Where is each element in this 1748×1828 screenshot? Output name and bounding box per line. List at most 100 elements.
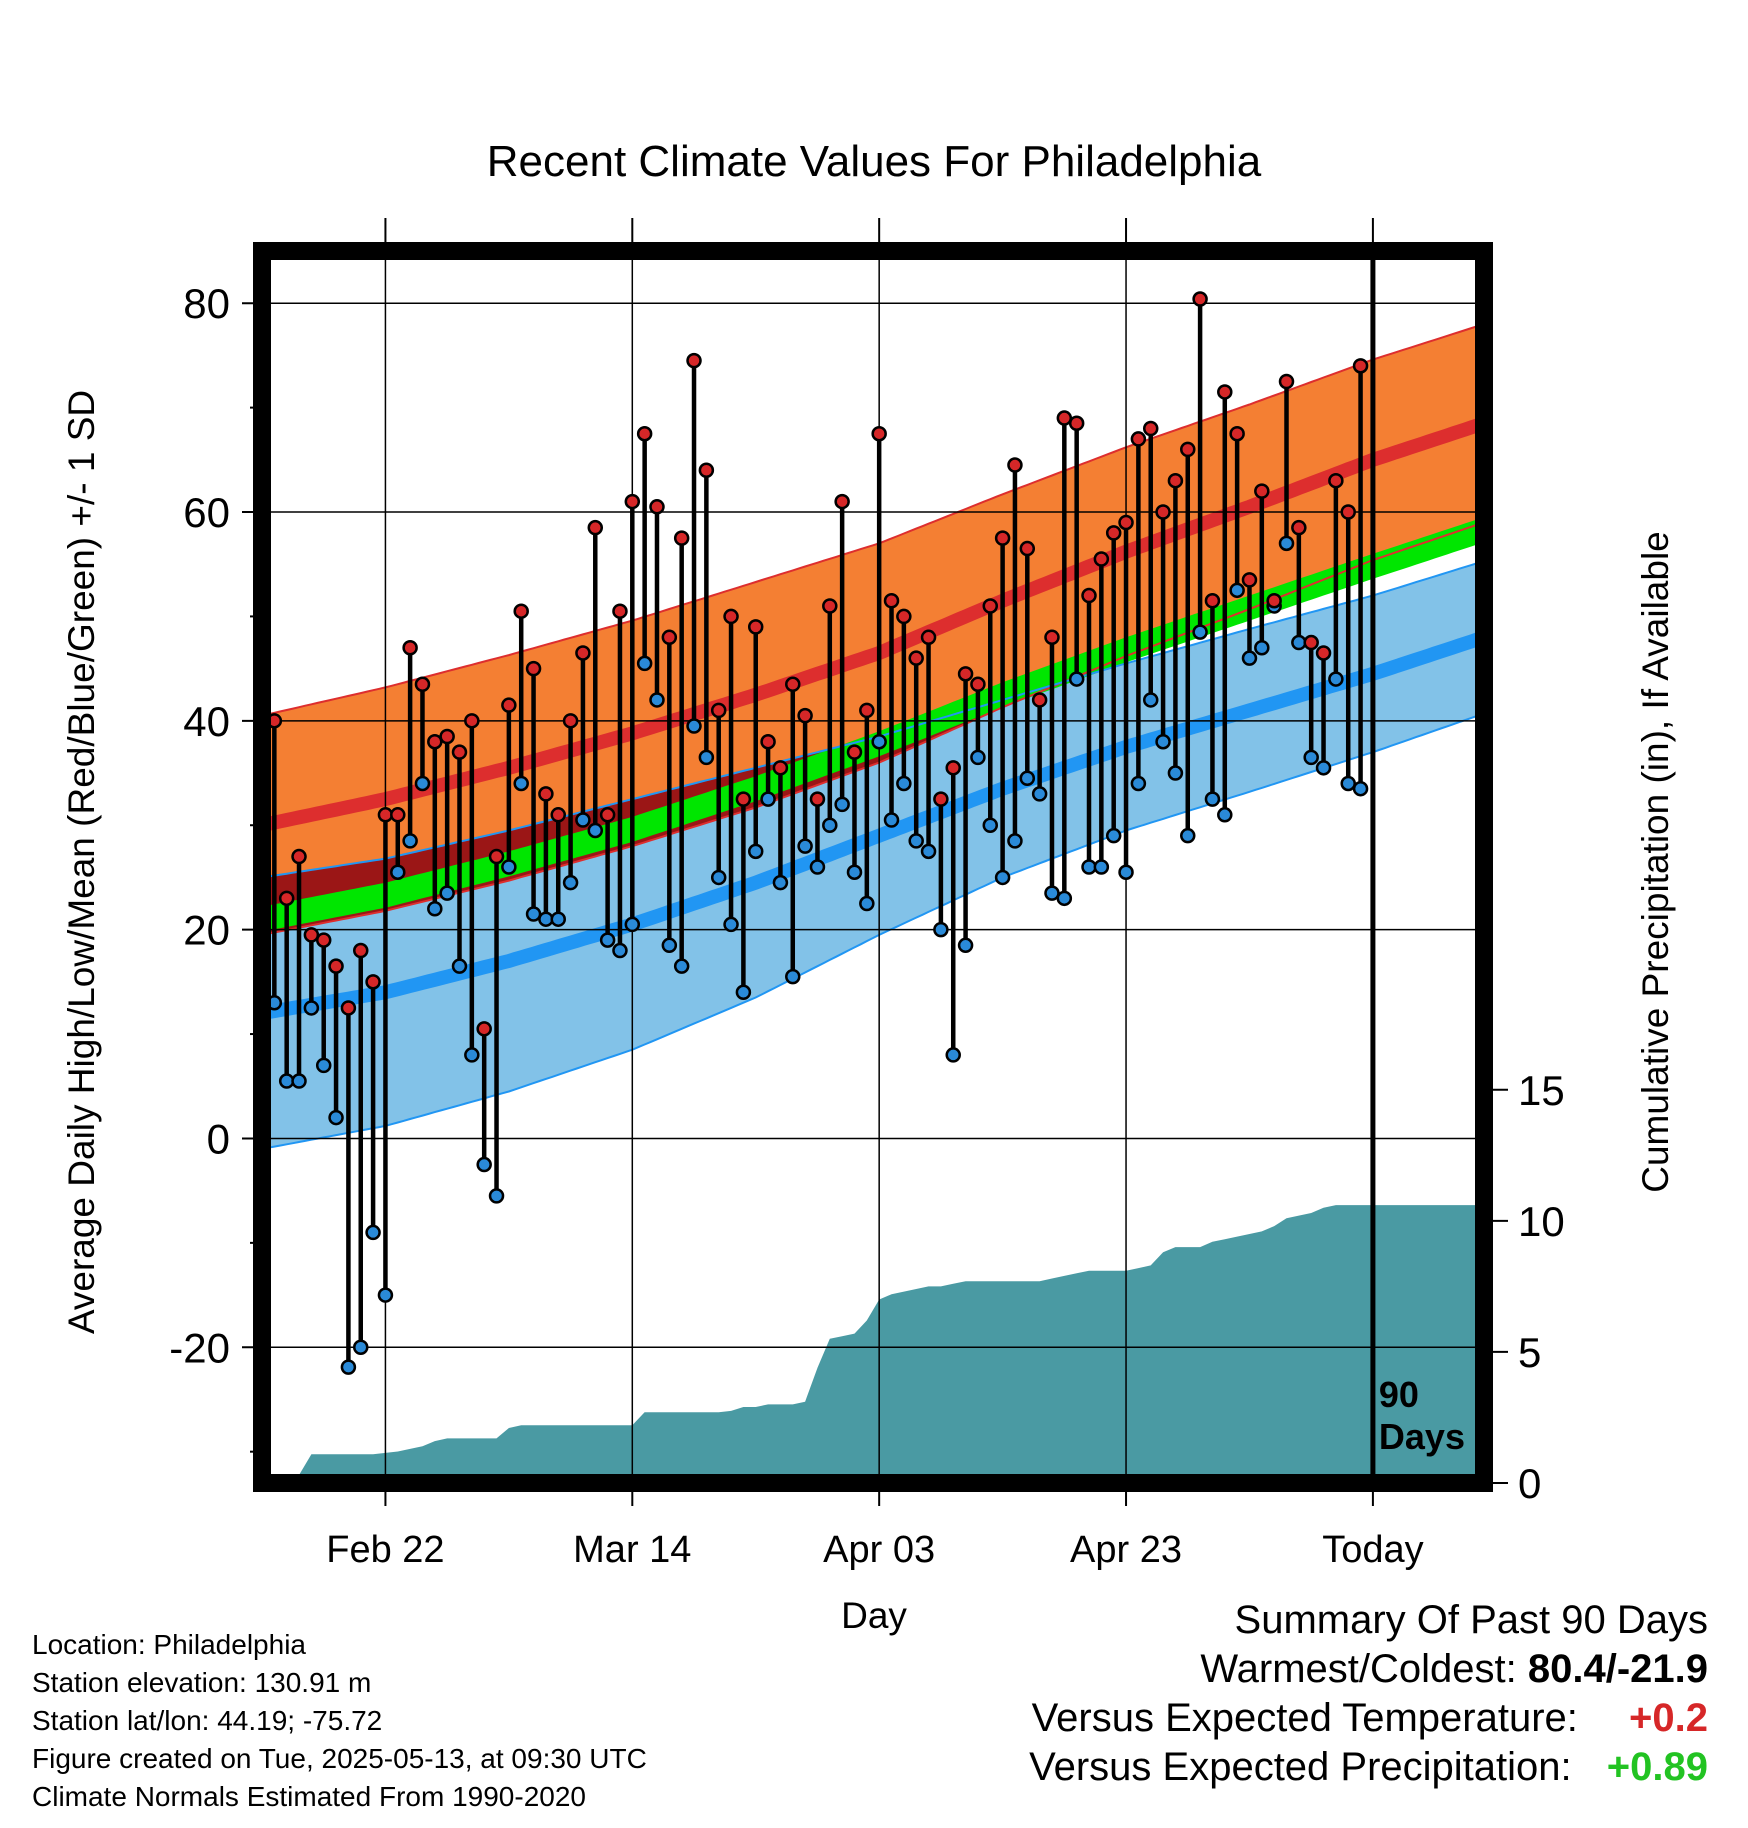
high-point — [513, 603, 529, 619]
low-point — [1044, 885, 1060, 901]
high-point — [896, 608, 912, 625]
high-point — [772, 760, 789, 776]
y-axis-label: Average Daily High/Low/Mean (Red/Blue/Gr… — [61, 390, 102, 1334]
high-point — [797, 707, 813, 724]
y-tick-label: 0 — [207, 1115, 230, 1162]
low-point — [414, 775, 431, 792]
low-point — [920, 843, 937, 860]
low-point — [1229, 582, 1245, 599]
high-point — [1044, 629, 1060, 646]
low-point — [1180, 827, 1196, 844]
high-point — [439, 728, 455, 745]
low-point — [1340, 775, 1356, 792]
low-point — [575, 812, 591, 828]
low-point — [624, 916, 641, 933]
high-point — [377, 807, 394, 823]
low-point — [390, 864, 406, 880]
low-point — [846, 864, 863, 880]
low-point — [488, 1188, 505, 1204]
precip-value: +0.89 — [1606, 1745, 1708, 1789]
low-point — [1130, 775, 1147, 792]
high-point — [871, 425, 887, 442]
y-axis-left: -20 0 20 40 60 80 — [169, 280, 262, 1453]
low-point — [1019, 770, 1036, 787]
low-point — [550, 911, 566, 927]
high-point — [698, 462, 715, 479]
high-point — [994, 530, 1011, 546]
low-point — [1056, 890, 1073, 907]
low-point — [896, 775, 912, 792]
high-point — [636, 425, 653, 442]
high-point — [809, 791, 826, 807]
footer-location: Location: Philadelphia — [32, 1629, 306, 1660]
low-point — [710, 869, 727, 886]
high-point — [686, 352, 702, 369]
low-point — [1068, 671, 1085, 687]
precipitation-area — [262, 1205, 1484, 1483]
high-point — [1056, 410, 1073, 426]
high-point — [340, 1000, 357, 1016]
low-point — [340, 1359, 357, 1375]
y-right-tick-label: 15 — [1518, 1067, 1565, 1114]
high-point — [501, 697, 517, 713]
high-point — [933, 791, 949, 807]
precip-label: Versus Expected Precipitation: — [1029, 1745, 1572, 1789]
low-point — [883, 812, 900, 828]
high-point — [1031, 692, 1048, 708]
mean-band — [262, 517, 1484, 932]
precipitation-fill — [262, 1205, 1484, 1483]
high-point — [747, 619, 764, 635]
low-point — [464, 1047, 480, 1063]
high-point — [1217, 384, 1233, 400]
high-point — [1266, 593, 1282, 609]
high-point — [1105, 525, 1122, 541]
high-point — [1328, 472, 1344, 489]
high-point — [1130, 431, 1147, 447]
high-point — [1229, 425, 1245, 442]
low-point — [785, 968, 801, 985]
y-axis-right-label: Cumulative Precipitation (in), If Availa… — [1635, 531, 1676, 1193]
low-point — [982, 817, 999, 833]
high-point — [476, 1021, 492, 1037]
low-point — [1192, 624, 1208, 640]
y-tick-label: 40 — [183, 698, 230, 745]
low-point — [1204, 791, 1221, 807]
high-point — [575, 645, 591, 661]
high-low-overlap-band — [262, 522, 1484, 935]
high-point — [291, 848, 307, 865]
footer-latlon: Station lat/lon: 44.19; -75.72 — [32, 1705, 383, 1736]
y-tick-label: 20 — [183, 907, 230, 954]
low-point — [377, 1287, 394, 1303]
high-point — [982, 598, 999, 614]
low-point — [1315, 760, 1332, 776]
low-point — [661, 937, 678, 954]
summary-heading: Summary Of Past 90 Days — [1234, 1598, 1708, 1642]
temp-label: Versus Expected Temperature: — [1031, 1696, 1578, 1740]
x-tick-label: Apr 23 — [1070, 1529, 1182, 1571]
high-point — [599, 807, 616, 823]
high-point — [538, 786, 554, 802]
high-point — [1192, 291, 1208, 307]
high-point — [402, 639, 418, 656]
low-point — [513, 775, 529, 792]
high-sd-upper-line — [262, 323, 1484, 717]
low-point — [760, 791, 776, 807]
low-point — [809, 859, 826, 875]
high-point — [1241, 572, 1258, 588]
high-point — [1291, 519, 1307, 536]
summary-panel: Summary Of Past 90 Days Warmest/Coldest:… — [1029, 1596, 1708, 1792]
today-days-label: Days — [1379, 1416, 1465, 1457]
low-point — [587, 822, 604, 839]
high-point — [365, 974, 381, 990]
low-point — [278, 1073, 295, 1089]
low-point — [402, 833, 418, 849]
low-point — [994, 869, 1011, 886]
high-point — [1180, 441, 1196, 458]
low-point — [328, 1109, 344, 1126]
high-point — [1315, 645, 1332, 661]
low-point — [352, 1339, 369, 1356]
low-point — [933, 921, 949, 938]
low-point — [859, 895, 875, 912]
high-point — [1204, 593, 1221, 609]
